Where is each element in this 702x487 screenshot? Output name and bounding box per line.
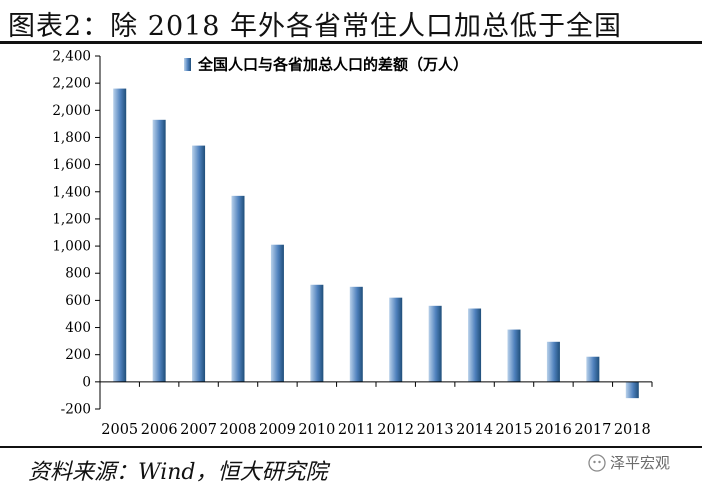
bar-2010	[310, 284, 324, 382]
bar-2017	[586, 356, 600, 382]
y-tick-label: 1,000	[52, 239, 91, 255]
x-tick-label: 2014	[456, 422, 493, 438]
x-tick-label: 2017	[574, 422, 611, 438]
y-tick-label: 200	[65, 347, 91, 363]
y-tick-label: 1,800	[52, 130, 91, 146]
y-tick-label: 800	[65, 266, 91, 282]
watermark: 泽平宏观	[588, 452, 670, 473]
x-tick-label: 2010	[298, 422, 335, 438]
bar-2007	[192, 145, 206, 382]
x-axis: 2005 2006 2007 2008 2009 2010 2011 2012 2013 2014…	[99, 381, 653, 438]
chart-legend: 全国人口与各省加总人口的差额（万人）	[184, 56, 468, 74]
x-tick-label: 2006	[141, 422, 178, 438]
y-tick-label: 1,200	[52, 211, 91, 227]
y-tick-label: 1,600	[52, 157, 91, 173]
footer-divider	[0, 446, 702, 448]
x-tick-label: 2016	[535, 422, 572, 438]
bar-2015	[507, 329, 521, 382]
x-tick-label: 2005	[101, 422, 138, 438]
bar-2008	[231, 195, 245, 382]
bar-series	[113, 88, 639, 399]
x-tick-label: 2008	[220, 422, 257, 438]
y-tick-label: 2,400	[52, 49, 91, 65]
y-tick-label: 600	[65, 293, 91, 309]
y-tick-label: 2,200	[52, 76, 91, 92]
watermark-label: 泽平宏观	[610, 454, 671, 472]
bar-2014	[468, 308, 482, 382]
y-tick-label: 1,400	[52, 184, 91, 200]
x-tick-label: 2018	[614, 422, 651, 438]
bar-chart: 全国人口与各省加总人口的差额（万人） -200 0 200 400 600 800 1,00…	[52, 49, 653, 438]
y-tick-label: 400	[65, 320, 91, 336]
source-note: 资料来源：Wind，恒大研究院	[28, 460, 328, 485]
x-tick-label: 2007	[180, 422, 217, 438]
y-tick-label: 0	[82, 374, 91, 390]
bar-2018	[625, 381, 639, 399]
y-tick-label: -200	[61, 402, 91, 418]
bar-2009	[270, 244, 284, 382]
x-tick-label: 2012	[377, 422, 414, 438]
bar-2005	[113, 88, 127, 382]
title-divider	[0, 41, 702, 44]
bar-2012	[389, 297, 403, 382]
bar-2016	[546, 341, 560, 382]
page-title: 图表2：除 2018 年外各省常住人口加总低于全国	[8, 11, 623, 42]
legend-swatch	[184, 58, 191, 71]
x-tick-label: 2011	[338, 422, 375, 438]
y-tick-label: 2,000	[52, 103, 91, 119]
wechat-logo-icon	[588, 453, 606, 472]
legend-label: 全国人口与各省加总人口的差额（万人）	[197, 56, 468, 74]
x-tick-label: 2013	[417, 422, 454, 438]
x-tick-label: 2015	[496, 422, 533, 438]
bar-2006	[152, 119, 166, 382]
bar-2011	[349, 286, 363, 382]
bar-2013	[428, 305, 442, 382]
x-tick-label: 2009	[259, 422, 296, 438]
y-axis: -200 0 200 400 600 800 1,000 1,200 1,400 1,600 1,8…	[52, 49, 101, 418]
